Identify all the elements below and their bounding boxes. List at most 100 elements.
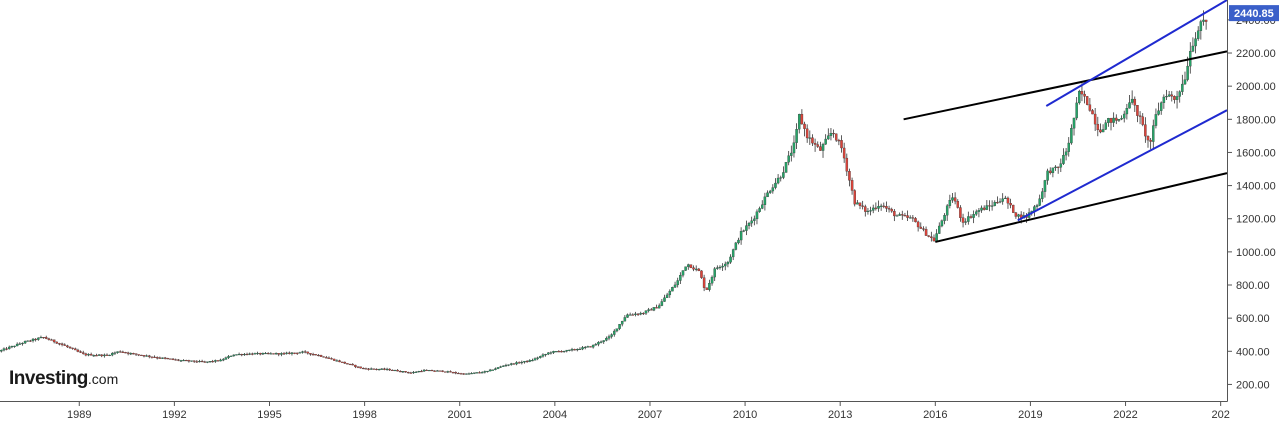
candle — [964, 218, 967, 226]
candle-down-body — [187, 360, 191, 362]
candle-down-body — [404, 371, 407, 373]
y-tick-label: 2200.00 — [1236, 48, 1276, 60]
candle-up-body — [13, 345, 16, 347]
candle — [594, 342, 598, 346]
candle-down-body — [834, 133, 838, 141]
candle-down-body — [314, 354, 317, 356]
candle — [377, 368, 381, 371]
candle — [861, 200, 864, 210]
candle-down-body — [478, 372, 481, 374]
candle — [317, 354, 320, 357]
candle-down-body — [348, 363, 352, 365]
candle-up-body — [10, 345, 14, 348]
candle-down-body — [1096, 123, 1100, 131]
candle-up-body — [7, 346, 11, 350]
candle — [438, 370, 442, 372]
candle — [261, 352, 265, 355]
candle-up-body — [866, 210, 870, 212]
candle — [0, 349, 3, 353]
candle — [219, 358, 222, 362]
candle — [251, 352, 254, 356]
candle — [1133, 96, 1137, 112]
candle — [1083, 90, 1086, 104]
candle-up-body — [224, 357, 228, 360]
candle — [145, 354, 148, 357]
candle — [980, 205, 983, 213]
candle-up-body — [552, 351, 555, 353]
candle-down-body — [71, 347, 74, 349]
candle — [409, 371, 413, 374]
candle — [47, 337, 51, 341]
candle-up-body — [18, 343, 22, 345]
candle-down-body — [354, 364, 357, 367]
candle-down-body — [174, 359, 177, 361]
y-tick-label: 600.00 — [1236, 313, 1270, 325]
candle-up-body — [541, 354, 545, 357]
candle-up-body — [610, 334, 613, 337]
candle — [737, 237, 740, 245]
candle-up-body — [1175, 96, 1179, 100]
candle-up-body — [734, 242, 738, 250]
candle — [81, 350, 85, 355]
candle-up-body — [145, 355, 148, 357]
candle — [335, 359, 339, 362]
candle — [480, 371, 484, 374]
candle-down-body — [1080, 91, 1084, 95]
candle — [834, 133, 838, 142]
candle — [129, 352, 133, 356]
candle — [901, 210, 904, 220]
candle — [161, 357, 164, 360]
candle-up-body — [787, 155, 790, 163]
candle — [568, 349, 571, 352]
candle — [295, 352, 299, 355]
candle-up-body — [602, 340, 605, 342]
candle — [190, 360, 193, 362]
candle — [684, 266, 687, 271]
candle-down-body — [258, 352, 262, 355]
candle-up-body — [657, 305, 661, 309]
x-tick-label: 1995 — [257, 409, 281, 421]
candle-down-body — [805, 128, 809, 139]
candle-down-body — [816, 144, 819, 147]
candle — [322, 356, 325, 358]
candle — [610, 333, 613, 339]
candle — [792, 135, 796, 158]
candle-up-body — [298, 352, 302, 354]
candle-down-body — [121, 351, 125, 353]
candle — [665, 292, 669, 298]
candle-down-body — [449, 371, 452, 373]
candle-down-body — [1133, 98, 1137, 106]
candle — [414, 371, 418, 373]
candle — [179, 359, 183, 362]
candle — [55, 341, 59, 344]
trendline-blue — [1045, 0, 1228, 107]
candle — [668, 289, 672, 298]
candle — [187, 359, 191, 363]
candle-up-body — [103, 354, 106, 357]
candle — [417, 370, 421, 373]
candle-down-body — [893, 210, 896, 217]
candle-down-body — [425, 369, 428, 372]
candle — [343, 361, 347, 365]
candle-down-body — [845, 157, 849, 172]
candle — [938, 222, 941, 234]
candle-up-body — [222, 359, 225, 361]
candle — [879, 203, 883, 211]
candle — [211, 359, 214, 363]
candle-up-body — [694, 268, 698, 270]
candle-down-body — [451, 372, 455, 374]
candle-up-body — [417, 371, 421, 373]
candle-down-body — [953, 197, 957, 202]
candle-up-body — [1054, 166, 1057, 169]
candle-down-body — [391, 369, 394, 372]
candle — [39, 335, 43, 339]
candle — [766, 190, 769, 198]
candle — [795, 123, 798, 149]
candle-up-body — [1017, 214, 1020, 217]
candle-down-body — [1085, 96, 1089, 105]
candle-down-body — [705, 287, 709, 290]
candle-down-body — [118, 351, 122, 353]
candle — [37, 337, 40, 341]
candle — [473, 372, 476, 375]
candle-up-body — [710, 276, 714, 284]
